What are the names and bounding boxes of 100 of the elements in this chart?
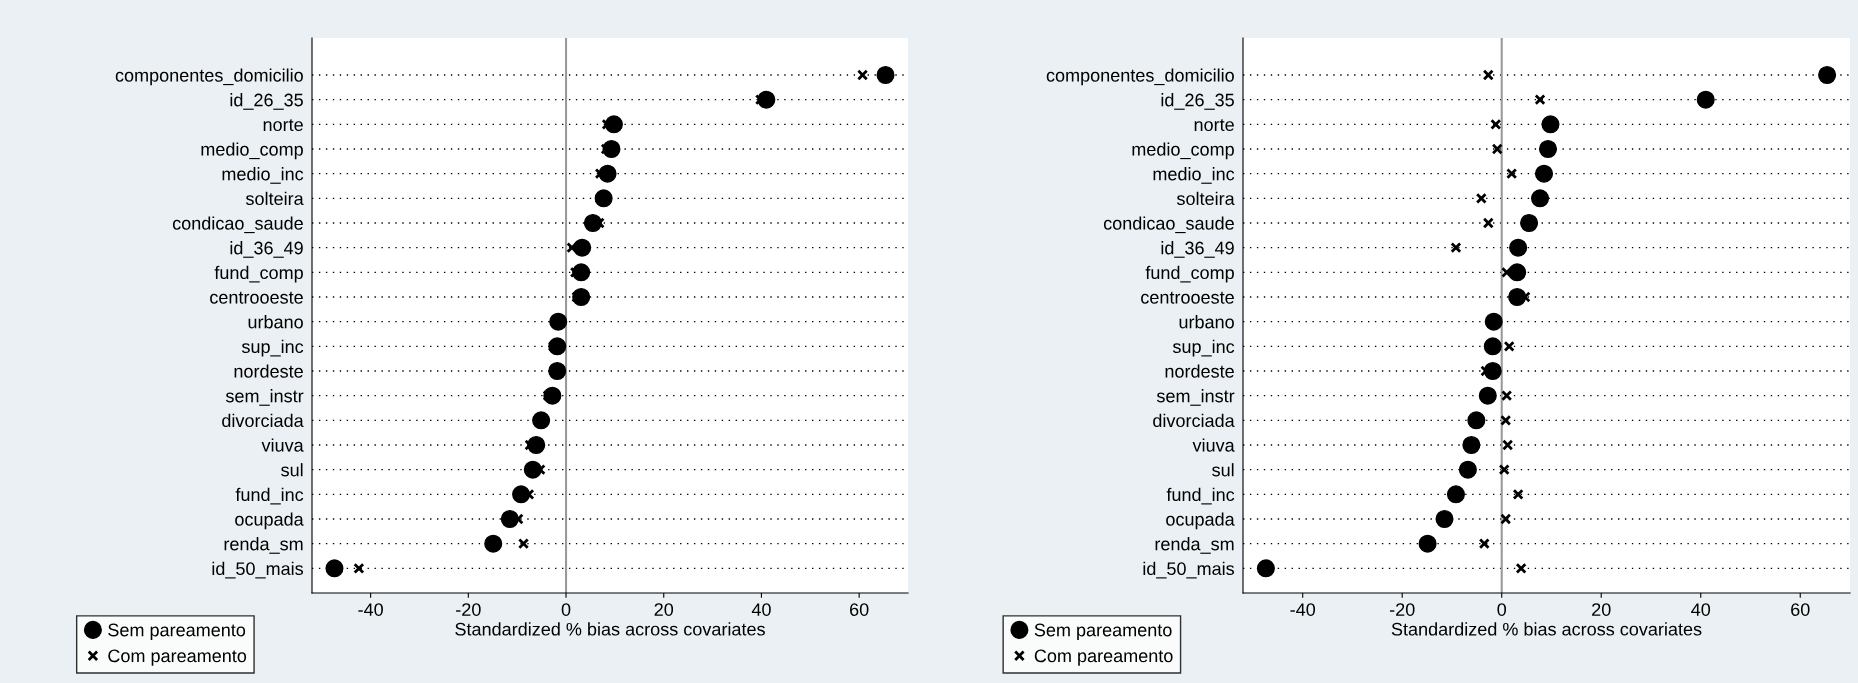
y-tick-label: centrooeste — [1141, 291, 1234, 304]
y-tick-label: id_50_mais — [212, 561, 304, 579]
y-tick-label: medio_comp — [1132, 142, 1234, 160]
x-axis-title: Standardized % bias across covariates — [1391, 622, 1702, 636]
point — [1467, 411, 1486, 430]
point — [484, 534, 503, 553]
point — [532, 411, 551, 430]
point — [1450, 242, 1462, 254]
x-tick-label: 60 — [850, 603, 869, 616]
point — [549, 312, 568, 331]
point — [1696, 90, 1715, 109]
y-tick-label: condicao_saude — [172, 216, 303, 234]
y-tick-label: urbano — [1179, 315, 1234, 329]
point — [1446, 485, 1465, 504]
point — [1818, 65, 1837, 85]
x-tick-label: 40 — [1691, 603, 1711, 616]
y-tick-label: sem_instr — [225, 389, 304, 406]
y-tick-label: ocupada — [235, 512, 304, 530]
point — [1482, 217, 1494, 229]
x-tick-label: 20 — [654, 603, 674, 616]
x-tick-label: -40 — [358, 603, 383, 616]
y-tick-label: solteira — [1176, 191, 1235, 206]
point — [325, 559, 344, 578]
y-tick-label: sul — [1212, 463, 1234, 477]
point — [876, 65, 895, 85]
y-tick-label: solteira — [245, 191, 304, 206]
point — [1500, 414, 1512, 426]
point — [857, 69, 869, 81]
legend-label: Sem pareamento — [108, 623, 246, 640]
x-tick-label: 0 — [1497, 603, 1507, 616]
x-tick-label: 0 — [561, 603, 571, 616]
y-tick-label: renda_sm — [224, 537, 303, 554]
point — [1482, 69, 1494, 81]
point — [1483, 337, 1502, 356]
point — [1435, 509, 1454, 529]
point — [1484, 312, 1503, 331]
point — [1538, 139, 1558, 159]
y-tick-label: viuva — [1192, 438, 1235, 452]
y-tick-label: nordeste — [1165, 364, 1234, 378]
y-tick-label: sup_inc — [1172, 339, 1235, 357]
y-tick-label: condicao_saude — [1103, 216, 1234, 234]
point — [1534, 164, 1554, 183]
point — [1501, 390, 1513, 402]
y-tick-label: componentes_domicilio — [115, 68, 303, 86]
y-tick-label: norte — [1194, 119, 1234, 132]
point — [1515, 562, 1527, 574]
legend-label: Com pareamento — [108, 649, 247, 666]
y-tick-label: id_50_mais — [1143, 561, 1235, 579]
point — [1490, 118, 1502, 130]
y-tick-label: id_36_49 — [1161, 241, 1234, 258]
point — [1509, 238, 1528, 257]
y-tick-label: medio_inc — [222, 167, 304, 184]
x-tick-label: 60 — [1791, 603, 1810, 616]
y-tick-label: medio_inc — [1153, 167, 1235, 184]
point — [1458, 460, 1477, 479]
x-tick-label: -20 — [456, 603, 481, 616]
y-tick-label: sem_instr — [1156, 389, 1235, 406]
x-tick-label: 20 — [1592, 603, 1611, 616]
point — [1503, 340, 1515, 352]
point — [517, 538, 530, 550]
point — [1512, 488, 1524, 500]
y-tick-label: ocupada — [1166, 512, 1235, 530]
y-tick-label: norte — [263, 119, 303, 132]
y-tick-label: renda_sm — [1155, 537, 1234, 554]
point — [1500, 513, 1512, 525]
point — [573, 238, 592, 257]
point — [1475, 192, 1487, 204]
y-tick-label: divorciada — [222, 413, 304, 428]
y-tick-label: fund_comp — [1145, 265, 1234, 283]
y-tick-label: fund_comp — [214, 265, 303, 283]
point — [1541, 115, 1560, 134]
point — [1508, 263, 1527, 282]
y-tick-label: medio_comp — [201, 142, 303, 160]
point — [1256, 559, 1275, 578]
point — [1506, 168, 1518, 180]
point — [548, 361, 567, 381]
point — [1498, 464, 1510, 476]
point — [1520, 213, 1539, 233]
legend-label: Sem pareamento — [1034, 623, 1172, 640]
y-tick-label: id_26_35 — [230, 93, 303, 110]
y-tick-label: viuva — [261, 438, 304, 452]
y-tick-label: fund_inc — [1166, 487, 1235, 505]
x-axis-title: Standardized % bias across covariates — [455, 622, 765, 636]
y-tick-label: nordeste — [234, 364, 303, 378]
point — [1418, 534, 1437, 553]
x-tick-label: -20 — [1389, 603, 1415, 616]
y-tick-label: fund_inc — [235, 487, 304, 505]
point — [1491, 143, 1503, 155]
point — [1530, 189, 1550, 208]
point — [1534, 94, 1546, 106]
point — [1502, 439, 1514, 451]
legend-label: Com pareamento — [1034, 649, 1173, 666]
x-tick-label: 40 — [751, 603, 771, 616]
y-tick-label: id_36_49 — [230, 241, 303, 258]
y-tick-label: componentes_domicilio — [1046, 68, 1234, 86]
point — [1478, 386, 1497, 405]
y-tick-label: id_26_35 — [1161, 93, 1234, 110]
x-tick-label: -40 — [1290, 603, 1316, 616]
y-tick-label: sul — [281, 463, 303, 477]
y-tick-label: centrooeste — [210, 291, 303, 304]
